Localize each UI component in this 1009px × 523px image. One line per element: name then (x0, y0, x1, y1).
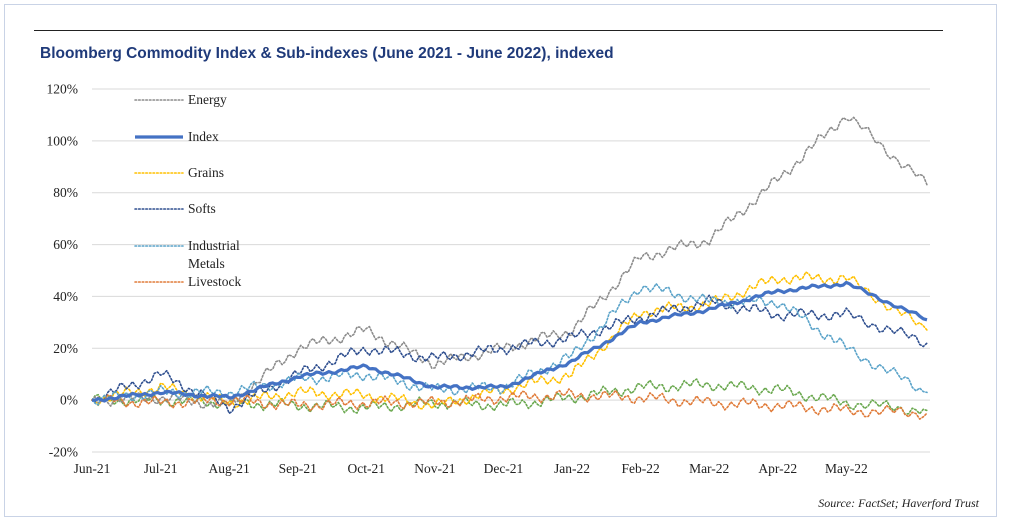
y-tick-label: 20% (53, 341, 78, 356)
x-tick-label: Mar-22 (689, 461, 729, 476)
x-tick-label: Jan-22 (554, 461, 590, 476)
series-line-industrial-metals (91, 282, 928, 406)
x-tick-label: Feb-22 (621, 461, 659, 476)
y-tick-label: 100% (47, 133, 79, 148)
series-line-grains (91, 271, 928, 410)
legend-label: Index (188, 129, 219, 144)
y-tick-label: -20% (49, 445, 78, 460)
x-tick-label: Nov-21 (414, 461, 455, 476)
x-tick-label: Jun-21 (74, 461, 111, 476)
chart-title: Bloomberg Commodity Index & Sub-indexes … (40, 45, 614, 62)
legend-label: Grains (188, 165, 224, 180)
y-tick-label: 40% (53, 289, 78, 304)
x-tick-label: Jul-21 (144, 461, 178, 476)
legend-label: Softs (188, 201, 216, 216)
x-tick-label: Oct-21 (348, 461, 386, 476)
title-rule (34, 30, 943, 31)
legend-label: Industrial Metals (188, 238, 240, 271)
x-tick-label: Dec-21 (484, 461, 524, 476)
x-tick-label: May-22 (825, 461, 868, 476)
legend-label: Energy (188, 92, 227, 107)
series-line-softs (91, 294, 928, 415)
x-tick-label: Apr-22 (758, 461, 797, 476)
legend-label: Livestock (188, 274, 241, 289)
series-line-energy (91, 116, 928, 409)
series-line-index (91, 280, 928, 403)
source-note: Source: FactSet; Haverford Trust (818, 496, 979, 510)
y-tick-label: 80% (53, 185, 78, 200)
y-tick-label: 0% (60, 393, 78, 408)
series-line-livestock (91, 388, 928, 420)
y-tick-label: 60% (53, 237, 78, 252)
x-tick-label: Aug-21 (209, 461, 250, 476)
y-tick-label: 120% (47, 82, 79, 97)
x-tick-label: Sep-21 (279, 461, 317, 476)
